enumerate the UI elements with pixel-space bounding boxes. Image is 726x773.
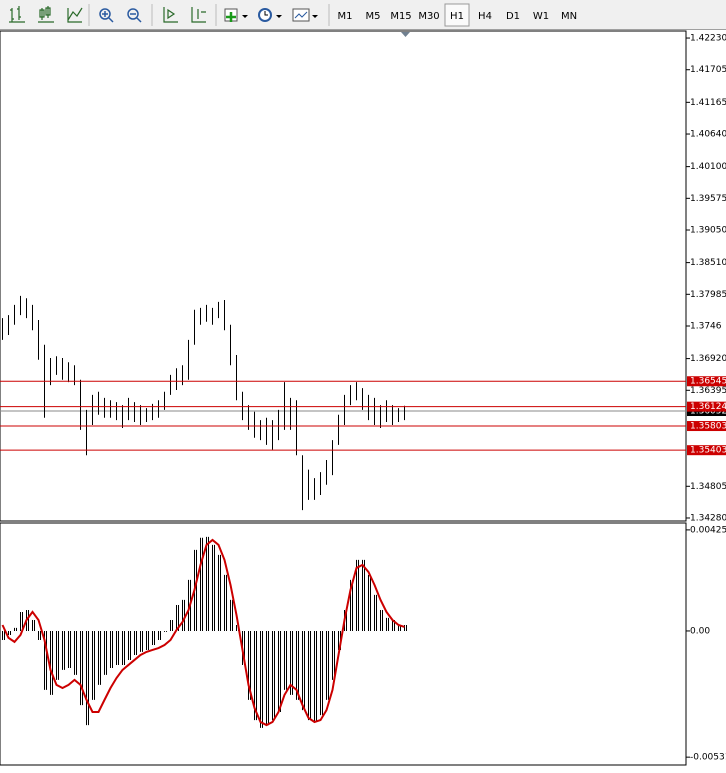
timeframe-button[interactable]: M5 [366, 11, 381, 22]
level-label: 1.36124 [690, 402, 726, 412]
bar-chart-button[interactable] [9, 6, 25, 23]
candles-button[interactable] [38, 6, 54, 23]
macd-panel [0, 522, 687, 766]
y-tick-label: 0.004252 [690, 525, 726, 535]
y-tick-label: 0.00 [690, 626, 710, 636]
timeframe-button[interactable]: H1 [450, 11, 464, 22]
y-tick-label: 1.3746 [690, 322, 722, 332]
y-tick-label: 1.39050 [690, 226, 726, 236]
shift-marker[interactable] [401, 32, 410, 37]
y-tick-label: 1.34805 [690, 482, 726, 492]
timeframe-button[interactable]: M30 [418, 11, 439, 22]
macd-chart: 0.004252 0.00 -0.00531 [1, 525, 726, 763]
y-tick-label: 1.40100 [690, 162, 726, 172]
y-tick-label: 1.37985 [690, 290, 726, 300]
y-tick-label: 1.38510 [690, 258, 726, 268]
y-tick-label: 1.39575 [690, 194, 726, 204]
timeframe-button[interactable]: D1 [506, 11, 520, 22]
level-tag [687, 376, 726, 387]
y-tick-label: -0.00531 [690, 753, 726, 763]
level-tag [687, 401, 726, 412]
price-panel [0, 30, 687, 522]
periods-button[interactable] [258, 8, 282, 22]
y-tick-label: 1.36395 [690, 386, 726, 396]
active-timeframe [444, 3, 470, 27]
timeframe-button[interactable]: W1 [533, 11, 549, 22]
timeframe-button[interactable]: M1 [338, 11, 353, 22]
level-tag [687, 421, 726, 432]
timeframe-button[interactable]: MN [561, 11, 577, 22]
y-tick-label: 1.36920 [690, 354, 726, 364]
y-tick-label: 1.42230 [690, 34, 726, 44]
zoom-out-button[interactable] [127, 8, 142, 23]
timeframes: M1 M5 M15 M30 H1 H4 D1 W1 MN [338, 3, 577, 27]
line-chart-button[interactable] [67, 7, 83, 23]
toolbar [0, 0, 726, 30]
level-tag [687, 445, 726, 456]
autoscroll-button[interactable] [163, 7, 178, 23]
level-label: 1.36545 [690, 377, 726, 387]
templates-button[interactable] [292, 8, 318, 22]
level-label: 1.35803 [690, 422, 726, 432]
timeframe-button[interactable]: H4 [478, 11, 492, 22]
zoom-in-button[interactable] [99, 8, 114, 23]
y-tick-label: 1.41705 [690, 65, 726, 75]
chart-shift-button[interactable] [191, 7, 206, 23]
timeframe-button[interactable]: M15 [390, 11, 411, 22]
y-tick-label: 1.41165 [690, 98, 726, 108]
price-chart: 1.42230 1.41705 1.41165 1.40640 1.40100 1.395… [0, 34, 726, 523]
y-tick-label: 1.34280 [690, 513, 726, 523]
y-tick-label: 1.40640 [690, 130, 726, 140]
level-label: 1.35403 [690, 446, 726, 456]
signal-line [1, 538, 405, 727]
indicators-button[interactable] [224, 8, 248, 22]
